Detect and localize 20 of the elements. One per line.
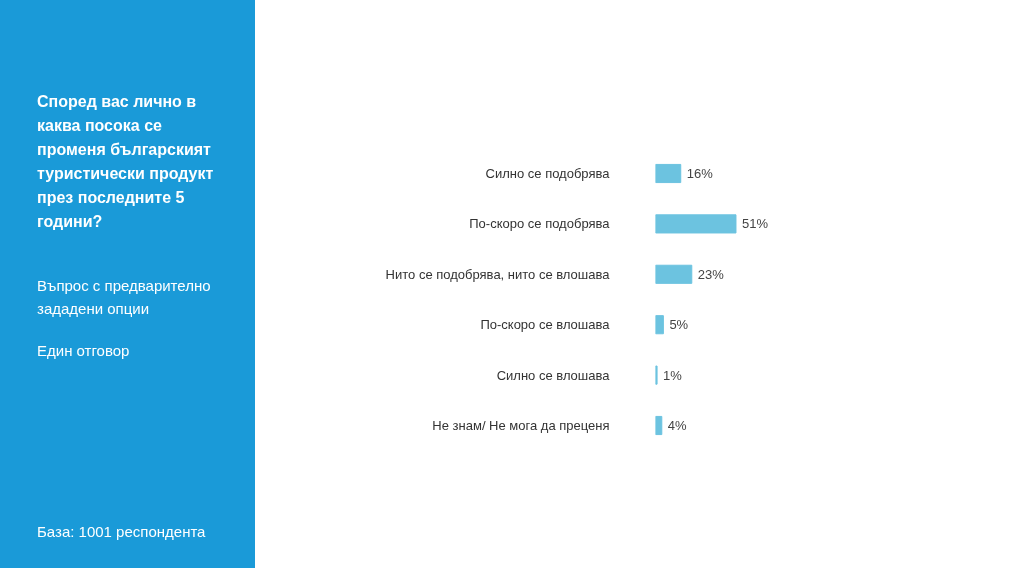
title: Според вас лично в каква посока се променя българският туристически продукт през последните 5 години? [37,92,215,232]
data-label: 1% [663,367,683,383]
y-tick-label: Не знам/ Не мога да преценя [432,418,610,433]
annotation: Един отговор [37,341,131,361]
y-tick-label: По-скоро се влошава [480,317,611,333]
y-tick-label: По-скоро се подобрява [469,216,611,232]
data-label: 4% [667,418,688,433]
data-label: 16% [686,166,714,181]
bar [655,214,737,234]
subtitle: Въпрос с предварително зададени опции [37,276,212,319]
bar [655,264,693,284]
y-tick-label: Силно се влошава [496,367,611,383]
y-tick-label: Силно се подобрява [485,166,611,181]
data-label: 51% [741,216,769,232]
data-label: 5% [669,317,689,333]
annotation: База: 1001 респондента [37,521,206,542]
y-tick-label: Нито се подобрява, нито се влошава [385,266,611,282]
bar [655,163,682,184]
bar [655,315,664,335]
data-label: 23% [697,266,725,282]
